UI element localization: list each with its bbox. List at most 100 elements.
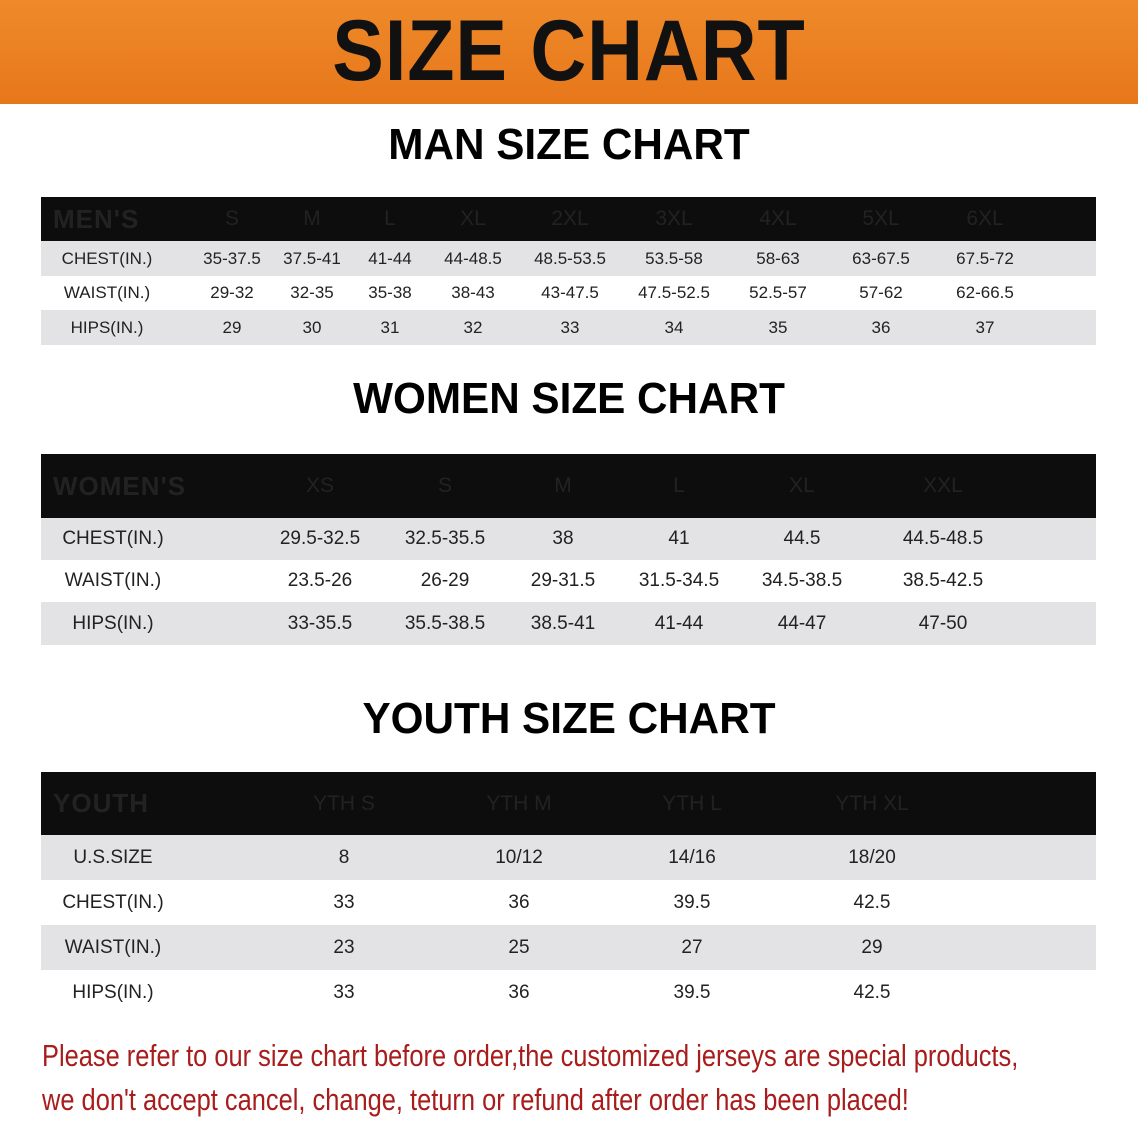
size-column-header: S — [437, 474, 453, 497]
size-chart-banner: SIZE CHART — [0, 0, 1138, 104]
men-header-label: MEN'S — [53, 203, 140, 234]
row-label: HIPS(IN.) — [72, 981, 154, 1003]
size-column-header: 5XL — [862, 207, 900, 230]
table-cell: 43-47.5 — [541, 283, 599, 302]
table-cell: 30 — [302, 317, 322, 337]
order-notice-line-2: we don't accept cancel, change, teturn o… — [42, 1082, 909, 1117]
table-cell: 44-47 — [777, 612, 827, 634]
table-cell: 44-48.5 — [444, 248, 502, 268]
table-cell: 44.5-48.5 — [902, 528, 984, 549]
size-column-header: XL — [789, 474, 815, 497]
table-cell: 29 — [222, 317, 242, 337]
men-size-table: MEN'S S M L XL 2XL 3XL 4XL 5XL 6XL CHEST(IN.) 35-37… — [41, 197, 1096, 345]
table-row: HIPS(IN.) 29 30 31 32 33 34 35 36 37 — [41, 310, 1096, 345]
table-cell: 35 — [768, 317, 788, 337]
table-cell: 38.5-41 — [530, 612, 596, 634]
table-cell: 38.5-42.5 — [902, 570, 984, 591]
table-cell: 18/20 — [848, 846, 896, 868]
row-label: WAIST(IN.) — [64, 936, 162, 958]
size-column-header: YTH L — [662, 791, 722, 815]
table-cell: 41-44 — [654, 612, 704, 634]
table-cell: 35-37.5 — [203, 248, 261, 268]
size-column-header: 3XL — [655, 207, 693, 230]
table-row: CHEST(IN.) 33 36 39.5 42.5 — [41, 880, 1096, 925]
table-cell: 14/16 — [668, 846, 716, 868]
table-cell: 29 — [861, 936, 883, 958]
table-cell: 26-29 — [420, 570, 470, 591]
table-cell: 53.5-58 — [645, 248, 703, 268]
page-title: SIZE CHART — [332, 3, 806, 99]
table-cell: 32.5-35.5 — [404, 528, 486, 549]
size-column-header: YTH M — [486, 791, 552, 815]
size-column-header: L — [384, 207, 396, 230]
table-row: WAIST(IN.) 29-32 32-35 35-38 38-43 43-47.5 47.… — [41, 276, 1096, 310]
table-cell: 47-50 — [918, 612, 968, 634]
size-column-header: 4XL — [759, 207, 797, 230]
women-size-table: WOMEN'S XS S M L XL XXL CHEST(IN.) 29.5-32.5 32.5… — [41, 454, 1096, 645]
size-column-header: XXL — [923, 474, 963, 497]
table-cell: 25 — [508, 936, 530, 958]
table-cell: 39.5 — [673, 891, 711, 913]
women-header-row: WOMEN'S XS S M L XL XXL — [41, 454, 1096, 518]
table-cell: 39.5 — [673, 981, 711, 1003]
table-cell: 35-38 — [368, 283, 412, 302]
table-cell: 29-31.5 — [530, 570, 596, 591]
size-column-header: XL — [460, 207, 486, 230]
row-label: CHEST(IN.) — [61, 248, 153, 268]
table-cell: 42.5 — [853, 891, 891, 913]
size-column-header: YTH XL — [835, 791, 909, 815]
youth-size-table: YOUTH YTH S YTH M YTH L YTH XL U.S.SIZE 8 10/12… — [41, 772, 1096, 1015]
table-cell: 41-44 — [368, 248, 412, 268]
row-label: CHEST(IN.) — [62, 891, 164, 913]
table-row: HIPS(IN.) 33-35.5 35.5-38.5 38.5-41 41-44 44-… — [41, 602, 1096, 645]
table-cell: 35.5-38.5 — [404, 612, 486, 634]
youth-header-row: YOUTH YTH S YTH M YTH L YTH XL — [41, 772, 1096, 835]
table-cell: 33 — [333, 981, 355, 1003]
size-column-header: S — [224, 207, 240, 230]
men-section-title: MAN SIZE CHART — [388, 120, 750, 169]
size-column-header: M — [303, 207, 321, 230]
table-cell: 36 — [508, 981, 530, 1003]
order-notice-line-1: Please refer to our size chart before or… — [42, 1038, 1019, 1073]
table-cell: 41 — [668, 528, 690, 549]
table-cell: 37 — [975, 317, 995, 337]
table-cell: 23.5-26 — [287, 570, 353, 591]
table-cell: 62-66.5 — [956, 283, 1014, 302]
table-cell: 36 — [871, 317, 891, 337]
row-label: HIPS(IN.) — [72, 612, 154, 634]
table-cell: 29.5-32.5 — [279, 528, 361, 549]
table-cell: 63-67.5 — [852, 248, 910, 268]
table-cell: 67.5-72 — [956, 248, 1014, 268]
women-header-label: WOMEN'S — [53, 470, 187, 501]
table-row: CHEST(IN.) 29.5-32.5 32.5-35.5 38 41 44.5 44.5… — [41, 518, 1096, 560]
table-row: WAIST(IN.) 23.5-26 26-29 29-31.5 31.5-34.5 34… — [41, 560, 1096, 602]
table-cell: 33 — [560, 317, 580, 337]
youth-header-label: YOUTH — [53, 788, 149, 818]
table-row: CHEST(IN.) 35-37.5 37.5-41 41-44 44-48.5 48.5… — [41, 241, 1096, 276]
table-cell: 32-35 — [290, 283, 334, 302]
table-cell: 37.5-41 — [283, 248, 341, 268]
youth-section-title: YOUTH SIZE CHART — [362, 694, 776, 743]
table-row: WAIST(IN.) 23 25 27 29 — [41, 925, 1096, 970]
row-label: HIPS(IN.) — [70, 317, 144, 337]
table-cell: 33 — [333, 891, 355, 913]
table-cell: 52.5-57 — [749, 283, 807, 302]
table-cell: 48.5-53.5 — [534, 248, 606, 268]
table-cell: 23 — [333, 936, 355, 958]
table-cell: 44.5 — [783, 528, 821, 549]
table-cell: 42.5 — [853, 981, 891, 1003]
table-cell: 57-62 — [859, 283, 903, 302]
table-row: HIPS(IN.) 33 36 39.5 42.5 — [41, 970, 1096, 1015]
table-cell: 32 — [463, 317, 483, 337]
size-column-header: M — [554, 474, 572, 497]
table-cell: 34 — [664, 317, 684, 337]
table-cell: 31 — [380, 317, 400, 337]
row-label: WAIST(IN.) — [64, 570, 162, 591]
table-cell: 29-32 — [210, 283, 254, 302]
size-column-header: 2XL — [551, 207, 589, 230]
row-label: WAIST(IN.) — [63, 283, 151, 302]
table-cell: 58-63 — [756, 248, 800, 268]
men-header-row: MEN'S S M L XL 2XL 3XL 4XL 5XL 6XL — [41, 197, 1096, 241]
row-label: CHEST(IN.) — [62, 528, 164, 549]
table-cell: 34.5-38.5 — [761, 570, 843, 591]
